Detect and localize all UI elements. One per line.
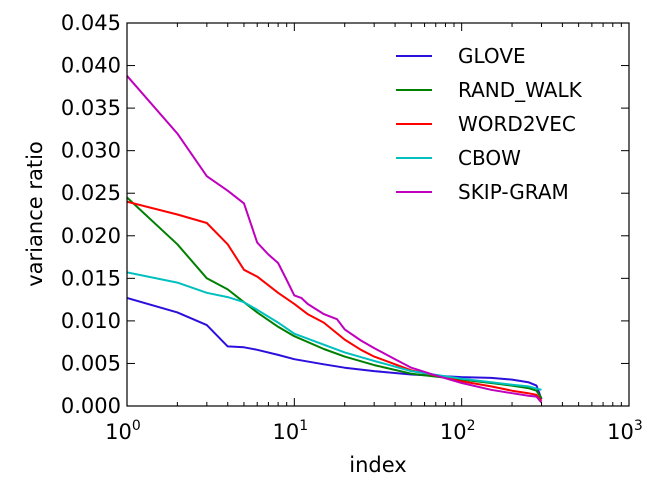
y-tick-label: 0.040 xyxy=(61,54,121,78)
legend-label-glove: GLOVE xyxy=(458,44,526,68)
ticks-layer: 0.000 0.005 0.010 0.015 0.020 0.025 0.030 0.035… xyxy=(61,11,643,444)
x-axis-label: index xyxy=(349,453,406,477)
legend-label-word2vec: WORD2VEC xyxy=(458,112,576,136)
x-tick-label: 100 xyxy=(105,418,141,444)
series-layer xyxy=(126,75,543,404)
y-tick-label: 0.035 xyxy=(61,96,121,120)
y-tick-label: 0.020 xyxy=(61,224,121,248)
legend-label-rand-walk: RAND_WALK xyxy=(458,78,583,102)
legend-label-skip-gram: SKIP-GRAM xyxy=(458,180,569,204)
series-line-rand-walk xyxy=(126,196,543,399)
y-tick-label: 0.030 xyxy=(61,139,121,163)
y-axis-label: variance ratio xyxy=(23,141,47,287)
plot-frame xyxy=(126,22,630,407)
series-line-word2vec xyxy=(126,200,543,402)
y-tick-label: 0.045 xyxy=(61,11,121,35)
series-line-cbow xyxy=(126,271,542,391)
y-tick-label: 0.015 xyxy=(61,266,121,290)
legend-label-cbow: CBOW xyxy=(458,146,521,170)
y-tick-label: 0.000 xyxy=(61,394,121,418)
legend: GLOVE RAND_WALK WORD2VEC CBOW SKIP-GRAM xyxy=(396,44,583,204)
series-line-skip-gram xyxy=(126,75,543,404)
x-tick-label: 103 xyxy=(607,418,643,444)
x-tick-label: 101 xyxy=(273,418,309,444)
y-tick-label: 0.025 xyxy=(61,181,121,205)
series-line-glove xyxy=(126,296,543,400)
y-tick-label: 0.010 xyxy=(61,309,121,333)
x-tick-label: 102 xyxy=(440,418,476,444)
y-tick-label: 0.005 xyxy=(61,351,121,375)
